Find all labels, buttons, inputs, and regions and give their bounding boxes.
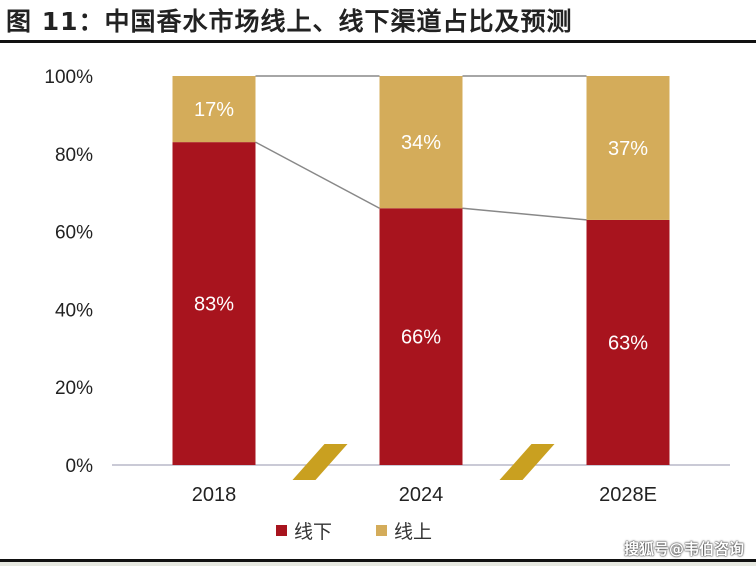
connector-line-offline — [255, 141, 380, 209]
legend-swatch — [276, 525, 287, 536]
title-divider — [0, 40, 756, 43]
chart-title: 图 11：中国香水市场线上、线下渠道占比及预测 — [6, 7, 573, 36]
x-tick-label: 2018 — [192, 484, 237, 506]
data-label: 66% — [401, 327, 441, 349]
connector-line-offline — [462, 207, 587, 221]
y-tick-label: 0% — [66, 456, 94, 477]
axis-break-mark — [292, 444, 348, 480]
data-label: 17% — [194, 99, 234, 121]
legend-swatch — [376, 525, 387, 536]
data-label: 34% — [401, 132, 441, 154]
bar-offline-2024 — [379, 208, 463, 465]
y-tick-label: 80% — [55, 145, 93, 166]
data-label: 37% — [608, 138, 648, 160]
y-tick-label: 20% — [55, 378, 93, 399]
x-tick-label: 2024 — [399, 484, 444, 506]
watermark: 搜狐号@韦伯咨询 — [623, 540, 744, 558]
bottom-divider — [0, 559, 756, 562]
bar-offline-2018 — [172, 142, 256, 465]
y-tick-label: 60% — [55, 223, 93, 244]
y-tick-label: 100% — [44, 67, 93, 88]
data-label: 83% — [194, 294, 234, 316]
data-label: 63% — [608, 332, 648, 354]
bar-online-2028E — [586, 76, 670, 220]
x-tick-label: 2028E — [599, 484, 657, 506]
axis-break-mark — [499, 444, 555, 480]
legend-label: 线上 — [394, 521, 432, 543]
bar-online-2018 — [172, 76, 256, 143]
legend-label: 线下 — [294, 521, 332, 543]
bar-offline-2028E — [586, 219, 670, 465]
y-tick-label: 40% — [55, 300, 93, 321]
bar-online-2024 — [379, 76, 463, 209]
